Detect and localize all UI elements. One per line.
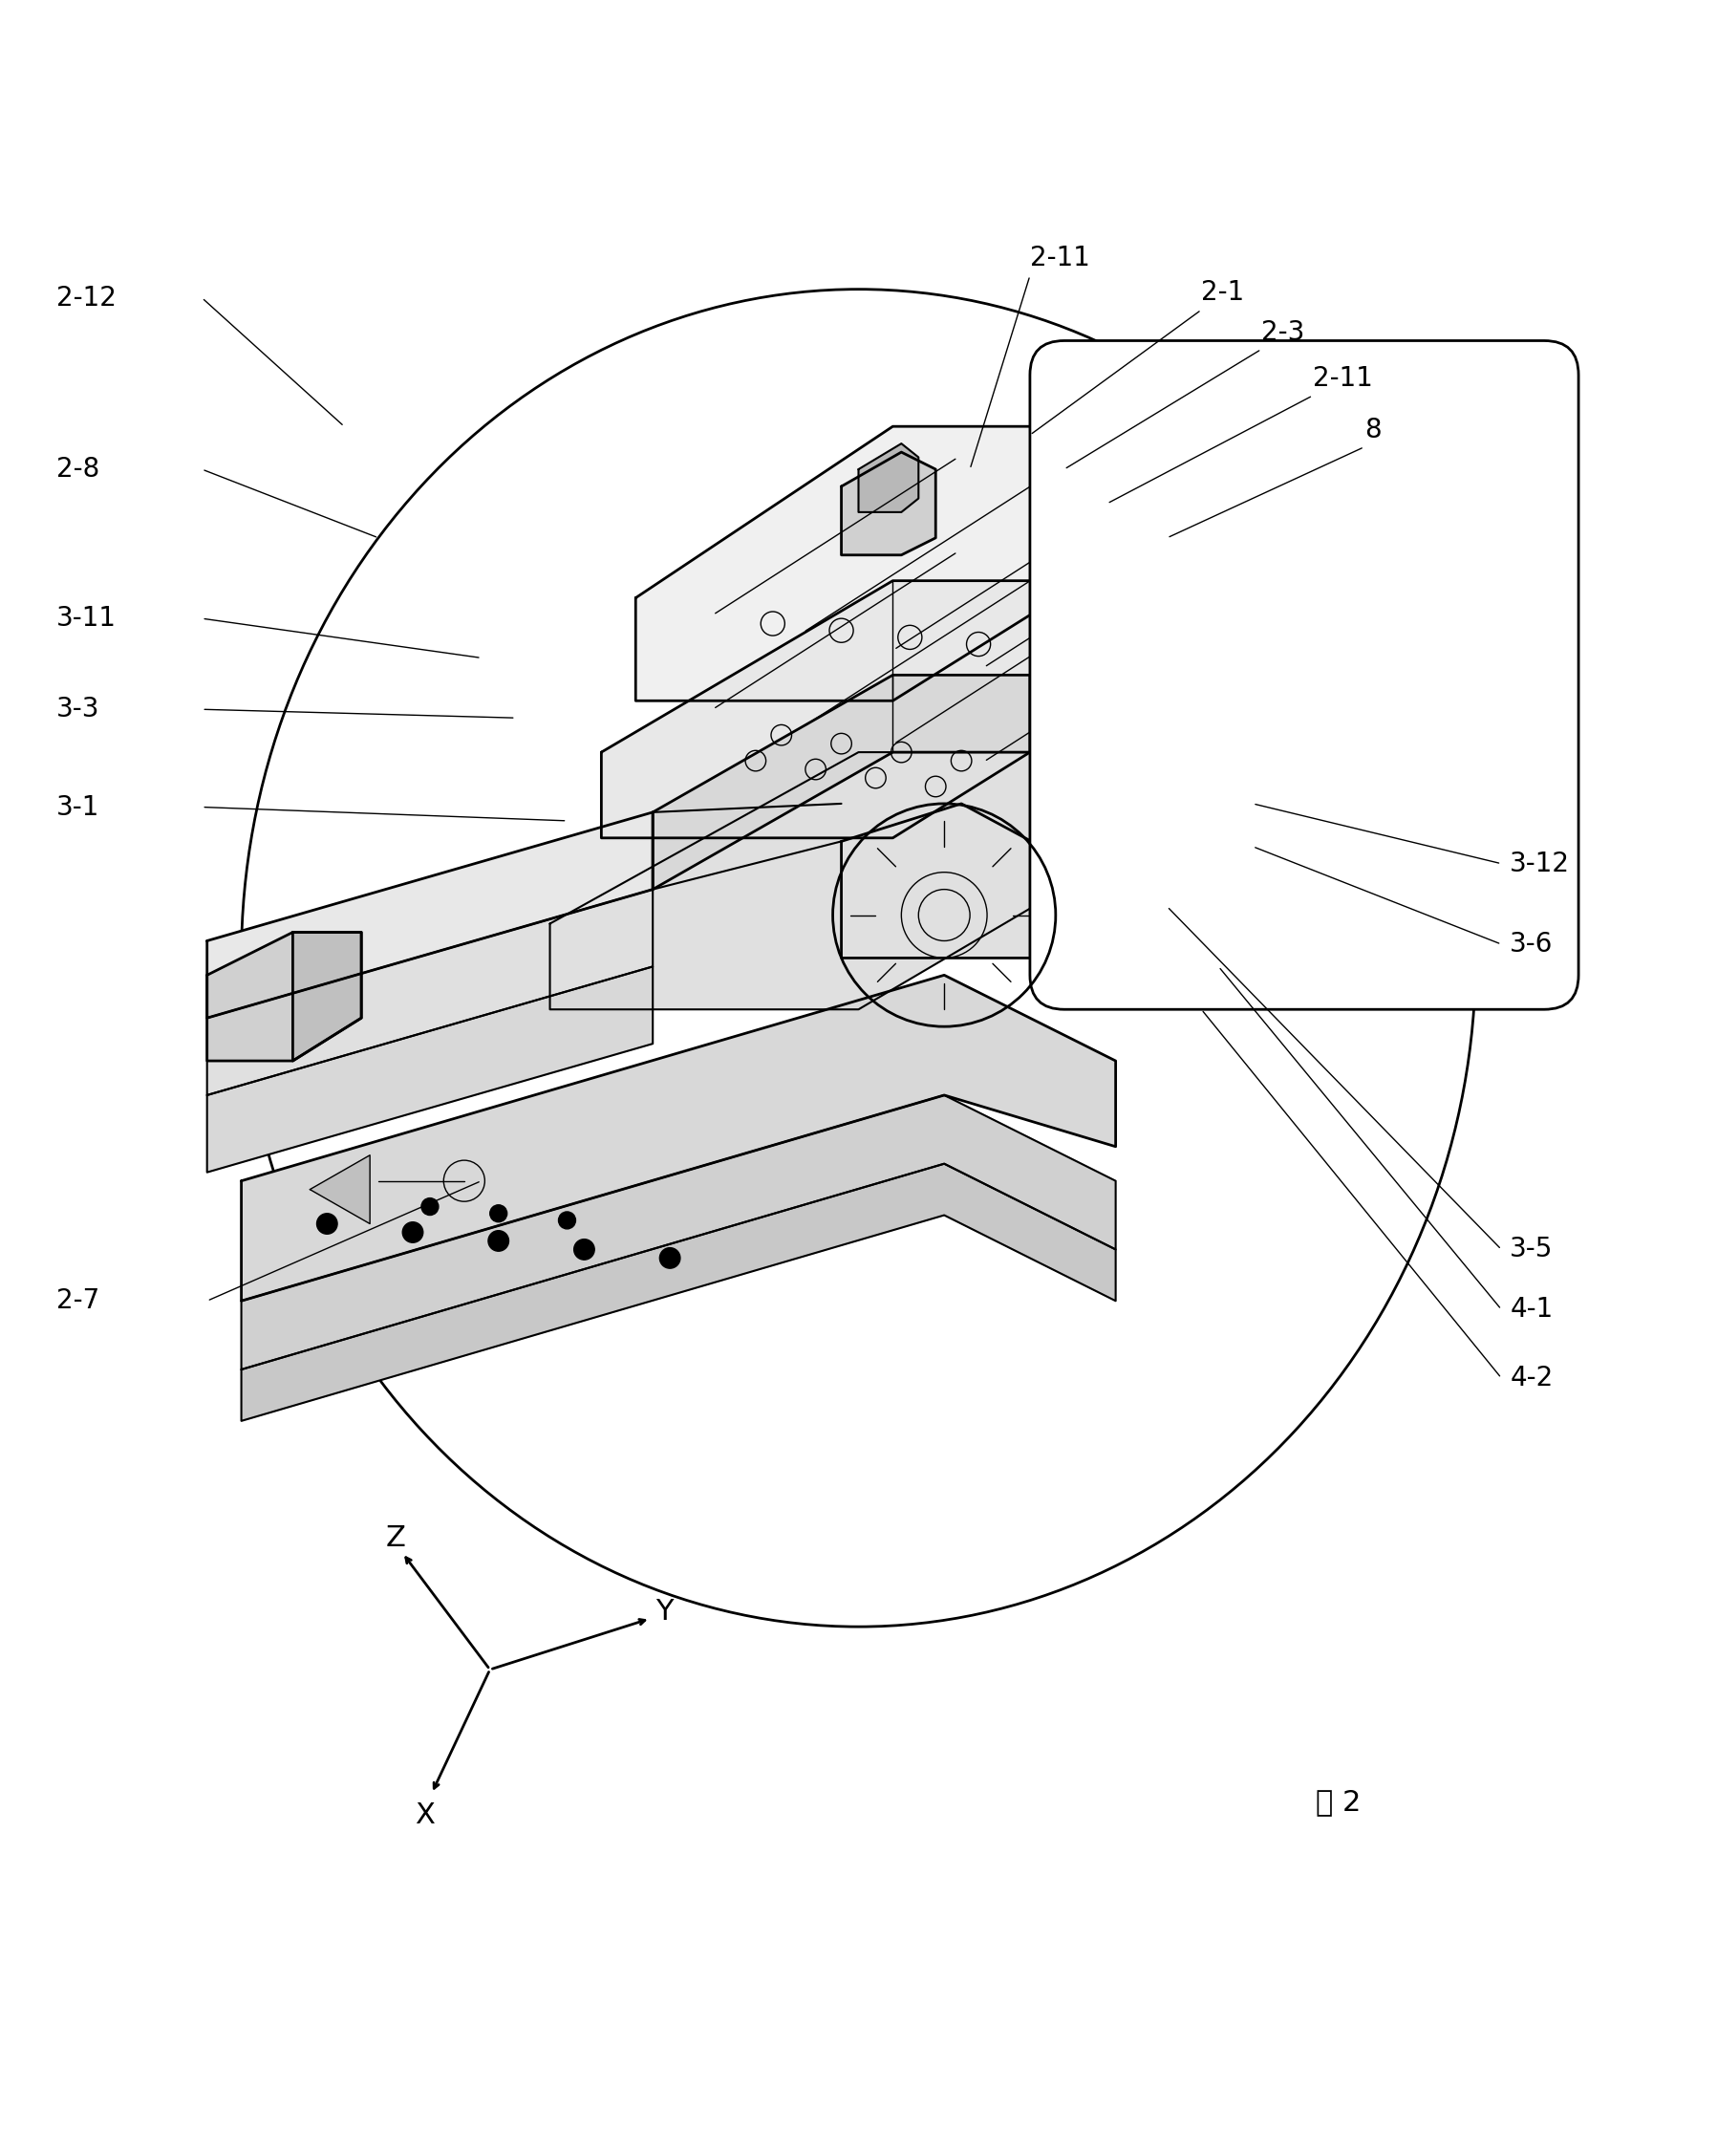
Circle shape (659, 1248, 680, 1268)
Text: 3-1: 3-1 (57, 793, 100, 821)
Polygon shape (242, 975, 1116, 1300)
Polygon shape (652, 675, 1030, 890)
Polygon shape (242, 1164, 1116, 1421)
Circle shape (573, 1240, 594, 1259)
Text: 2-8: 2-8 (57, 455, 100, 483)
Text: 2-11: 2-11 (1030, 246, 1090, 272)
Polygon shape (841, 804, 1073, 957)
Polygon shape (208, 931, 361, 1061)
Polygon shape (309, 1156, 369, 1225)
Circle shape (558, 1212, 575, 1229)
Circle shape (489, 1205, 507, 1222)
Ellipse shape (242, 289, 1475, 1626)
Text: Y: Y (656, 1598, 673, 1626)
Circle shape (316, 1214, 337, 1233)
Text: 2-11: 2-11 (1314, 364, 1374, 392)
Text: 8: 8 (1365, 416, 1380, 444)
Text: 图 2: 图 2 (1315, 1787, 1362, 1815)
Polygon shape (242, 1095, 1116, 1369)
Text: Z: Z (385, 1524, 405, 1552)
Text: 4-1: 4-1 (1509, 1296, 1554, 1324)
Text: 2-12: 2-12 (57, 285, 117, 310)
Circle shape (488, 1231, 508, 1250)
Polygon shape (635, 427, 1168, 701)
Polygon shape (208, 966, 652, 1173)
Polygon shape (841, 453, 936, 554)
Polygon shape (208, 890, 652, 1095)
Polygon shape (208, 813, 652, 1018)
Text: X: X (414, 1802, 434, 1828)
Text: 4-2: 4-2 (1509, 1365, 1554, 1391)
Text: 3-12: 3-12 (1509, 849, 1569, 877)
FancyBboxPatch shape (1030, 341, 1578, 1009)
Polygon shape (601, 580, 1168, 839)
Text: 3-6: 3-6 (1509, 931, 1554, 957)
Circle shape (421, 1199, 438, 1216)
Polygon shape (858, 444, 919, 513)
Text: 3-3: 3-3 (57, 696, 100, 722)
Text: 2-3: 2-3 (1262, 319, 1305, 345)
Text: 3-11: 3-11 (57, 606, 117, 632)
Polygon shape (294, 931, 361, 1061)
Text: 2-1: 2-1 (1202, 280, 1245, 306)
Text: 2-7: 2-7 (57, 1287, 100, 1315)
Polygon shape (549, 752, 1150, 1009)
Circle shape (402, 1222, 422, 1242)
Text: 3-5: 3-5 (1509, 1235, 1554, 1263)
